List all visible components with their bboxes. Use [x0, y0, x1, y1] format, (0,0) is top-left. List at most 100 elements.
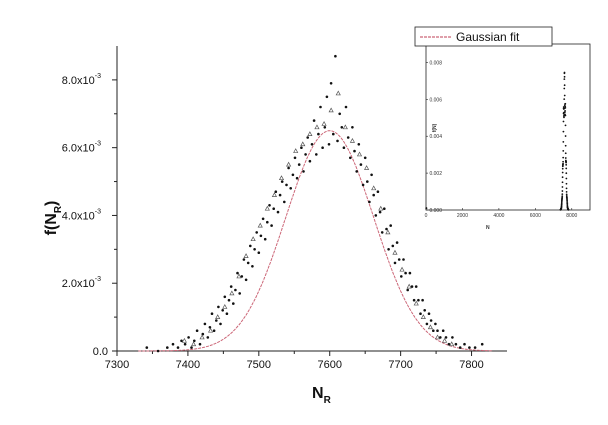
triangle-point — [385, 229, 391, 235]
inset-y-axis-title: f(N) — [432, 123, 438, 132]
data-point — [463, 342, 466, 346]
inset-data-point — [562, 120, 565, 123]
data-point — [261, 217, 265, 221]
inset-data-point — [562, 140, 565, 143]
data-point — [439, 336, 442, 339]
inset-data-point — [565, 187, 568, 190]
data-point — [287, 166, 290, 170]
data-point — [400, 275, 403, 278]
triangle-point — [434, 334, 441, 340]
data-point — [387, 248, 390, 251]
data-point — [257, 251, 261, 254]
triangle-point — [181, 337, 187, 343]
data-point — [302, 170, 305, 173]
data-point — [234, 288, 237, 292]
data-point — [210, 312, 214, 316]
data-point — [357, 143, 361, 146]
data-point — [353, 149, 356, 153]
data-point — [206, 336, 210, 339]
inset-data-point — [560, 202, 563, 205]
triangle-point — [250, 236, 256, 242]
data-point — [421, 298, 424, 302]
triangle-point — [449, 341, 455, 347]
data-point — [285, 183, 288, 187]
data-point — [374, 214, 378, 217]
inset-data-point — [564, 114, 567, 117]
triangle-point — [427, 324, 434, 330]
data-point — [432, 329, 435, 333]
triangle-point — [406, 283, 412, 289]
data-point — [389, 224, 393, 227]
data-point — [274, 190, 278, 193]
data-point — [266, 220, 269, 224]
data-point — [434, 322, 437, 326]
data-point — [412, 298, 416, 302]
data-point — [293, 156, 297, 160]
triangle-point — [243, 253, 249, 258]
data-point — [423, 309, 427, 312]
data-point — [253, 248, 256, 251]
data-point — [370, 173, 373, 177]
inset-data-point — [563, 84, 566, 87]
data-point — [395, 241, 399, 244]
data-point — [372, 193, 376, 197]
data-point — [251, 265, 254, 268]
inset-data-point — [565, 172, 568, 175]
inset-data-point — [564, 135, 567, 137]
data-point — [425, 322, 429, 326]
data-point — [451, 336, 454, 339]
data-point — [429, 319, 433, 322]
inset-data-point — [561, 190, 564, 192]
data-point — [297, 163, 301, 166]
x-tick-label: 7600 — [317, 359, 341, 371]
inset-data-point — [563, 71, 566, 74]
inset-data-point — [561, 176, 564, 179]
legend-box — [414, 26, 553, 47]
data-point — [393, 261, 397, 265]
inset-data-point — [566, 202, 569, 205]
data-point — [180, 339, 183, 343]
inset-x-tick-label: 6000 — [530, 213, 541, 219]
data-point — [166, 346, 169, 349]
data-point — [361, 183, 365, 187]
data-point — [363, 156, 367, 160]
inset-data-point — [564, 103, 567, 105]
data-point — [404, 271, 407, 275]
data-point — [238, 292, 241, 295]
data-point — [321, 146, 324, 149]
data-point — [447, 342, 451, 346]
data-point — [338, 112, 342, 116]
triangle-point — [293, 148, 299, 153]
data-point — [414, 285, 418, 288]
triangle-point — [314, 124, 320, 130]
data-point — [310, 143, 314, 146]
triangle-point — [378, 205, 384, 211]
data-point — [344, 105, 348, 109]
data-point — [300, 146, 303, 149]
triangle-point — [335, 90, 341, 96]
data-point — [355, 170, 359, 173]
inset-data-point — [561, 186, 564, 188]
inset-data-point — [564, 107, 567, 109]
inset-y-tick-label: 0.004 — [429, 134, 442, 140]
inset-data-point — [565, 190, 568, 193]
data-point — [368, 200, 371, 204]
inset-data-point — [565, 177, 568, 180]
data-point — [270, 224, 273, 227]
triangle-point — [442, 337, 448, 343]
data-point — [334, 54, 337, 58]
triangle-point — [208, 327, 214, 333]
triangle-point — [342, 124, 348, 130]
inset-y-tick-label: 0.002 — [429, 171, 442, 177]
data-point — [327, 143, 331, 146]
data-point — [289, 187, 293, 190]
data-point — [291, 173, 295, 177]
main-plot: 7300 7400 7500 7600 7700 7800 0.0 2.0x10-3 4.0x… — [43, 46, 507, 406]
inset-x-tick-label: 2000 — [457, 213, 468, 219]
inset-data-point — [565, 167, 568, 170]
data-point — [319, 105, 322, 109]
y-tick-label: 6.0x10-3 — [62, 141, 101, 155]
inset-data-point — [561, 193, 564, 196]
data-point — [441, 329, 445, 333]
data-point — [272, 207, 276, 210]
